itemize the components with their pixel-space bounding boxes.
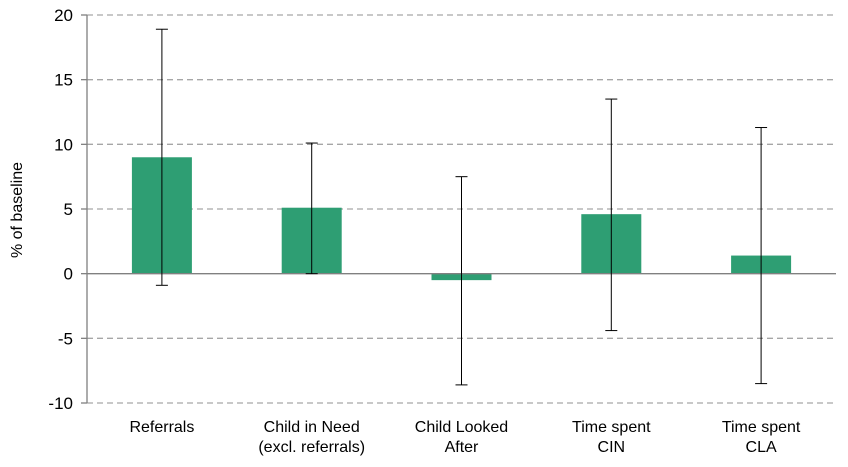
x-category-label: Referrals — [129, 419, 194, 436]
x-category-label: Child in Need (excl. referrals) — [258, 419, 365, 456]
y-tick-label: -5 — [58, 329, 73, 348]
x-category-label-line: Child in Need — [264, 419, 360, 436]
x-category-label-line: Time spent — [572, 419, 651, 436]
y-axis-title: % of baseline — [9, 162, 26, 258]
x-category-label-line: (excl. referrals) — [258, 439, 365, 456]
x-category-label: Time spent CIN — [572, 419, 651, 456]
x-category-label-line: CLA — [746, 439, 777, 456]
y-tick-label: 10 — [54, 135, 73, 154]
x-category-label-line: Time spent — [722, 419, 801, 436]
y-tick-label: 5 — [64, 200, 73, 219]
y-tick-label: -10 — [48, 394, 73, 413]
error-bars — [155, 28, 768, 386]
x-category-label-line: CIN — [598, 439, 626, 456]
x-category-label-line: Referrals — [129, 419, 194, 436]
x-category-label-line: After — [445, 439, 479, 456]
y-tick-labels: -10 -5 0 5 10 15 20 — [48, 6, 73, 413]
y-tick-label: 15 — [54, 71, 73, 90]
x-category-label-line: Child Looked — [415, 419, 508, 436]
y-tick-label: 0 — [64, 265, 73, 284]
x-category-label: Child Looked After — [415, 419, 508, 456]
y-tick-label: 20 — [54, 6, 73, 25]
x-category-label: Time spent CLA — [722, 419, 801, 456]
x-tick-labels: Referrals Child in Need (excl. referrals)C… — [129, 419, 800, 456]
